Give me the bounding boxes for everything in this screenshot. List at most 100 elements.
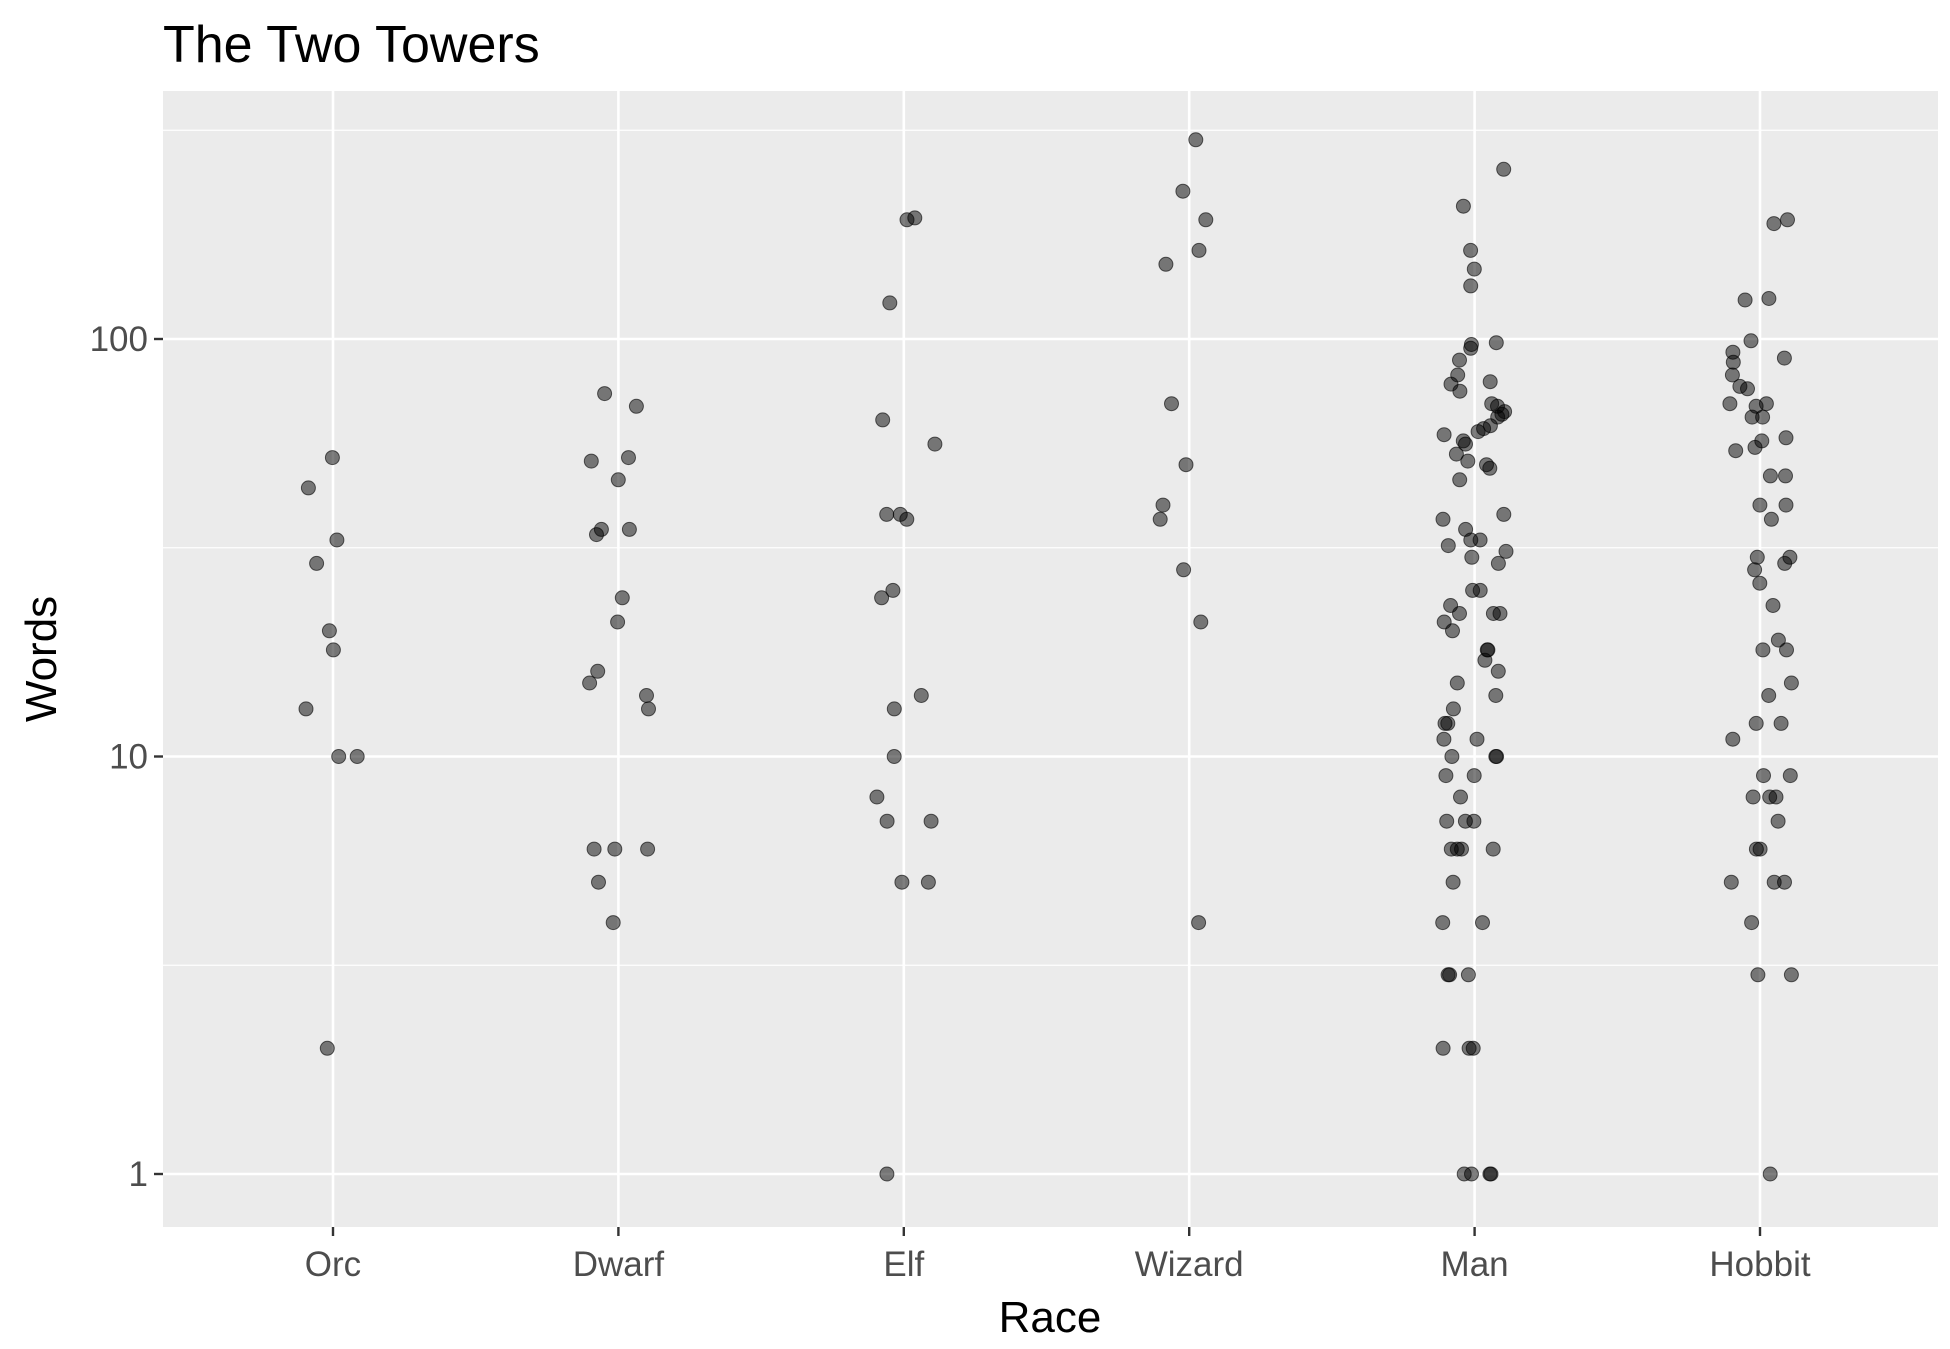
data-point xyxy=(1449,675,1465,691)
data-points xyxy=(298,132,1799,1182)
data-point xyxy=(1456,1166,1472,1182)
data-point xyxy=(331,749,347,764)
data-point xyxy=(1488,335,1504,351)
data-point xyxy=(1470,424,1486,440)
data-point xyxy=(1443,841,1459,857)
y-tick-label: 100 xyxy=(90,320,148,359)
y-tick-label: 1 xyxy=(129,1155,148,1194)
data-point xyxy=(1488,688,1504,703)
x-axis-ticks: Orc Dwarf Elf Wizard Man Hobbit xyxy=(305,1227,1811,1284)
data-point xyxy=(1762,468,1778,484)
data-point xyxy=(1725,354,1741,370)
data-point xyxy=(879,506,895,522)
data-point xyxy=(329,532,345,548)
data-point xyxy=(1188,132,1204,148)
data-point xyxy=(875,412,891,428)
data-point xyxy=(1783,675,1799,691)
data-point xyxy=(1780,212,1795,228)
data-point xyxy=(1728,443,1744,459)
data-point xyxy=(1498,543,1514,559)
data-point xyxy=(1763,511,1779,527)
data-point xyxy=(319,1040,335,1056)
data-point xyxy=(1752,497,1768,513)
data-point xyxy=(324,450,340,466)
data-point xyxy=(1176,562,1192,578)
x-tick-label: Dwarf xyxy=(573,1245,665,1284)
data-point xyxy=(1737,292,1753,308)
data-point xyxy=(1466,261,1482,277)
data-point xyxy=(1455,198,1471,214)
data-point xyxy=(1747,439,1763,455)
data-point xyxy=(1748,715,1764,731)
data-point xyxy=(1770,813,1786,829)
data-point xyxy=(1175,183,1191,199)
data-point xyxy=(1482,460,1498,476)
data-point xyxy=(325,642,341,658)
data-point xyxy=(1489,749,1505,764)
data-point xyxy=(1492,606,1508,621)
data-point xyxy=(1158,256,1174,272)
data-point xyxy=(1460,967,1476,983)
data-point xyxy=(1438,768,1454,784)
data-point xyxy=(1752,575,1768,591)
data-point xyxy=(1748,841,1764,857)
y-axis-title: Words xyxy=(17,596,66,722)
data-point xyxy=(640,841,656,857)
data-point xyxy=(1442,967,1458,983)
data-point xyxy=(1458,436,1473,452)
data-point xyxy=(1482,1166,1498,1182)
data-point xyxy=(1457,813,1473,829)
data-point xyxy=(1755,642,1771,658)
chart-title: The Two Towers xyxy=(163,16,540,74)
data-point xyxy=(1466,768,1482,784)
data-point xyxy=(1485,841,1501,857)
data-point xyxy=(1460,453,1476,469)
data-point xyxy=(1461,1040,1477,1056)
data-point xyxy=(886,749,902,764)
data-point xyxy=(590,663,606,679)
data-point xyxy=(1439,813,1455,829)
data-point xyxy=(607,841,623,857)
data-point xyxy=(1464,549,1480,565)
data-point xyxy=(885,582,901,598)
x-axis-title: Race xyxy=(999,1293,1102,1342)
x-tick-label: Hobbit xyxy=(1709,1245,1810,1284)
data-point xyxy=(1463,278,1479,294)
data-point xyxy=(583,453,599,469)
data-point xyxy=(1448,446,1464,462)
data-point xyxy=(1496,161,1512,177)
data-point xyxy=(597,386,613,402)
data-point xyxy=(1435,1040,1451,1056)
data-point xyxy=(899,511,915,527)
data-point xyxy=(628,398,644,414)
data-point xyxy=(1745,789,1761,805)
data-point xyxy=(641,701,656,717)
data-point xyxy=(1765,598,1781,613)
data-point xyxy=(1445,701,1461,717)
data-point xyxy=(1155,497,1171,513)
data-point xyxy=(879,1166,895,1182)
data-point xyxy=(1477,652,1493,668)
data-point xyxy=(1778,468,1793,484)
data-point xyxy=(1749,549,1765,565)
data-point xyxy=(1779,642,1794,658)
data-point xyxy=(1436,427,1452,443)
x-tick-label: Man xyxy=(1441,1245,1509,1284)
data-point xyxy=(1490,663,1506,679)
data-point xyxy=(1178,457,1194,473)
data-point xyxy=(1440,538,1456,554)
data-point xyxy=(1740,381,1755,397)
data-point xyxy=(1490,555,1506,571)
x-tick-label: Wizard xyxy=(1135,1245,1244,1284)
data-point xyxy=(1463,340,1479,356)
data-point xyxy=(639,688,654,703)
data-point xyxy=(605,915,621,931)
y-axis-ticks: 1 10 100 xyxy=(90,320,163,1194)
data-point xyxy=(1463,532,1479,548)
data-point xyxy=(874,590,890,606)
data-point xyxy=(882,295,898,311)
data-point xyxy=(1436,731,1452,747)
data-point xyxy=(1164,396,1179,412)
data-point xyxy=(1452,606,1467,621)
data-point xyxy=(1152,511,1168,527)
